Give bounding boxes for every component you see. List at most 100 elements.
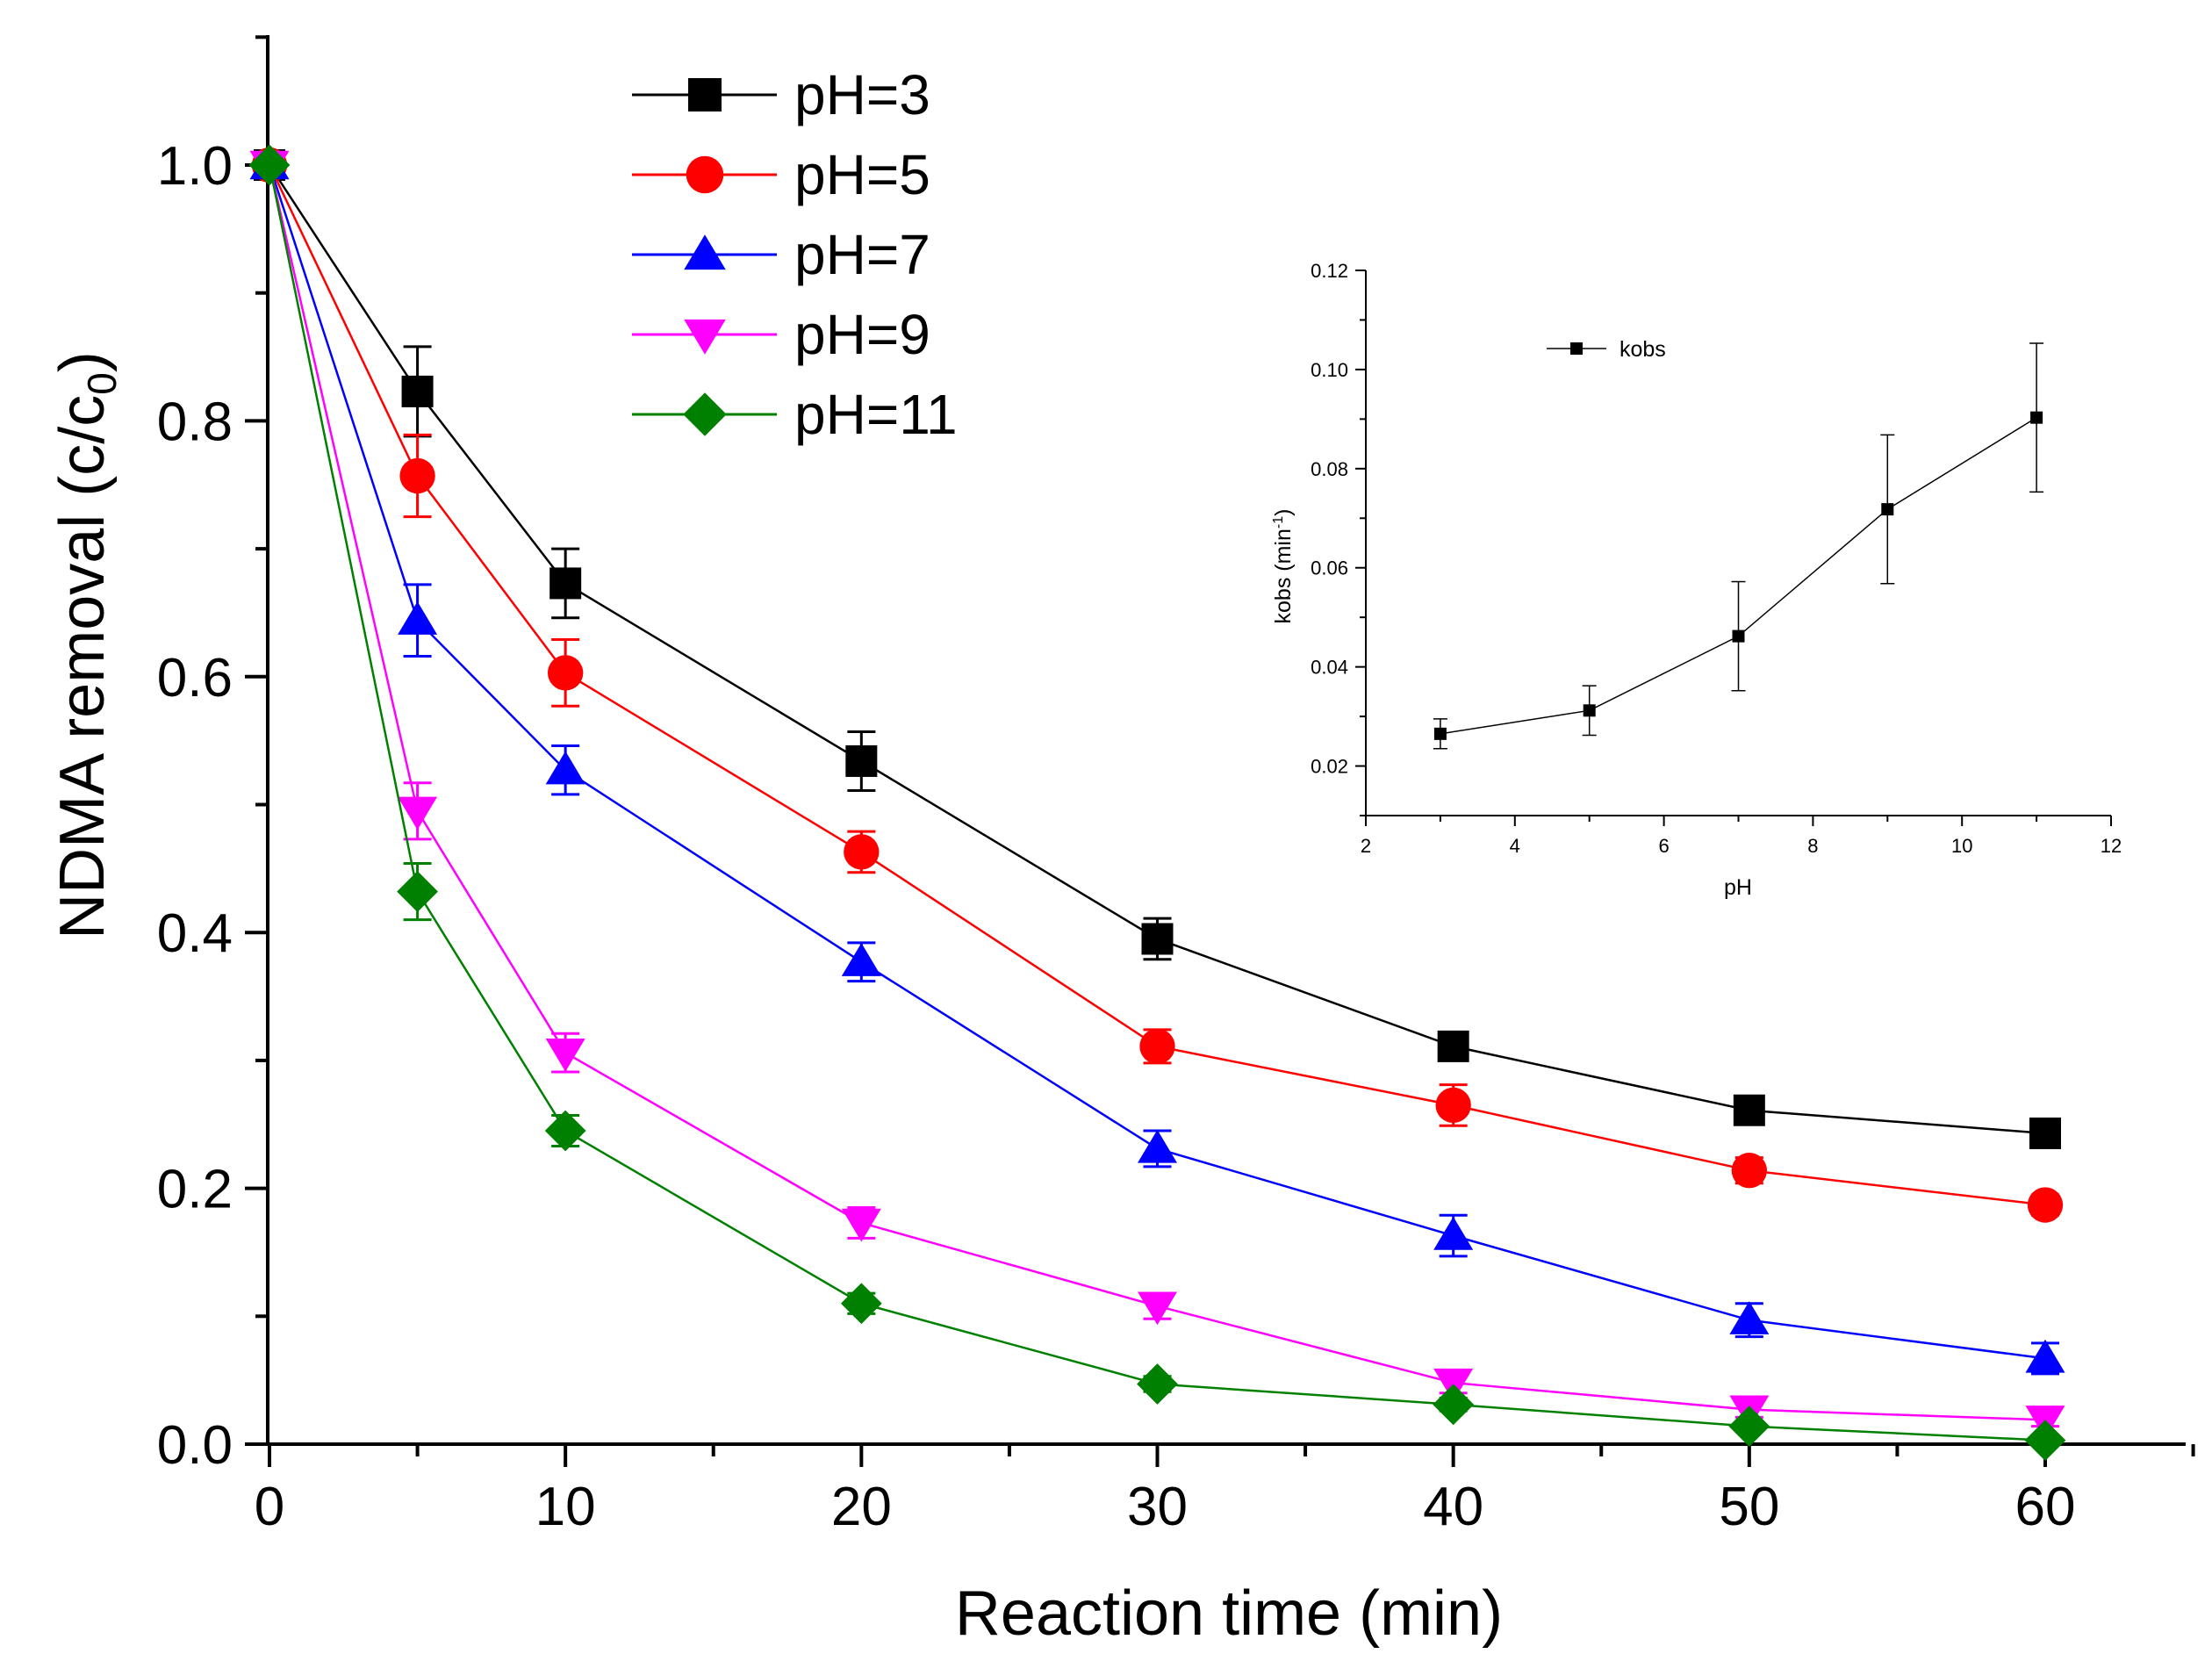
legend: pH=3 pH=5 pH=7 pH=9 pH=11 [632, 63, 958, 446]
inset-x-tick-label: 2 [1361, 835, 1371, 857]
data-point [549, 567, 582, 600]
y-axis-title-close: ) [47, 351, 118, 372]
x-tick-label: 20 [831, 1477, 892, 1537]
inset-y-axis-title: kobs (min-1) [1271, 509, 1296, 624]
y-tick-label: 0.4 [157, 903, 233, 964]
data-point [1435, 1087, 1471, 1124]
data-point [545, 751, 585, 785]
data-point [845, 744, 878, 777]
inset-data-point [1433, 727, 1447, 740]
inset-data-point [2030, 411, 2043, 424]
series-pH=7 [249, 146, 2065, 1376]
legend-marker [683, 392, 727, 436]
y-axis-title: NDMA removal (c/c0) [47, 351, 125, 939]
inset-data-point [1881, 503, 1894, 516]
data-point [398, 796, 438, 830]
data-point [1733, 1094, 1765, 1126]
x-tick-label: 40 [1423, 1477, 1483, 1537]
data-point [1138, 1129, 1177, 1163]
inset-x-tick-label: 4 [1510, 835, 1520, 857]
data-point [841, 1208, 881, 1242]
data-point [1433, 1216, 1474, 1250]
y-tick-label: 0.0 [157, 1415, 233, 1476]
inset-y-tick-label: 0.06 [1311, 557, 1348, 579]
main-chart: 0 10 20 30 40 50 600.00.20.40.60.81.0Reaction … [47, 35, 2195, 1649]
inset-y-axis-title-superscript: -1 [1271, 516, 1286, 528]
legend-label: pH=7 [794, 223, 930, 286]
series-line [268, 164, 2046, 1135]
data-point [1137, 1363, 1178, 1405]
inset-x-tick-label: 12 [2101, 835, 2122, 857]
series-line [268, 164, 2046, 1421]
inset-y-tick-label: 0.02 [1311, 756, 1348, 778]
data-point [399, 457, 435, 494]
data-point [1729, 1301, 1770, 1334]
y-tick-label: 1.0 [157, 136, 233, 197]
legend-marker [686, 155, 724, 194]
inset-y-axis-title-close: ) [1271, 509, 1296, 516]
inset-y-tick-label: 0.08 [1311, 458, 1348, 480]
data-point [2029, 1117, 2061, 1149]
y-axis-title-subscript: 0 [79, 372, 125, 395]
inset-legend-label: kobs [1620, 337, 1666, 362]
data-point [841, 943, 881, 976]
inset-y-tick-label: 0.04 [1311, 657, 1348, 679]
inset-x-tick-label: 8 [1807, 835, 1818, 857]
inset-x-tick-label: 6 [1658, 835, 1669, 857]
inset-x-axis-title: pH [1724, 875, 1752, 900]
data-point [544, 1110, 586, 1152]
data-point [248, 144, 291, 186]
inset-data-point [1583, 704, 1596, 717]
x-tick-label: 10 [535, 1477, 596, 1537]
x-tick-label: 60 [2015, 1477, 2076, 1537]
data-point [844, 834, 880, 870]
inset-data-point [1732, 629, 1745, 643]
data-point [1433, 1384, 1475, 1426]
data-point [398, 601, 438, 635]
data-point [1728, 1406, 1770, 1448]
data-point [1141, 923, 1174, 955]
legend-marker [684, 319, 726, 355]
y-tick-label: 0.6 [157, 648, 233, 708]
x-tick-label: 50 [1719, 1477, 1779, 1537]
data-point [545, 1038, 585, 1072]
data-point [1437, 1030, 1469, 1062]
legend-label: pH=11 [794, 383, 958, 446]
series-line [268, 164, 2046, 1206]
data-point [401, 375, 434, 407]
legend-label: pH=3 [794, 63, 930, 126]
data-point [1139, 1028, 1175, 1065]
x-axis-title: Reaction time (min) [955, 1578, 1503, 1649]
x-tick-label: 30 [1127, 1477, 1188, 1537]
legend-marker [684, 234, 726, 270]
y-tick-label: 0.2 [157, 1160, 233, 1220]
series-line [268, 164, 2046, 1442]
series-pH=3 [254, 149, 2061, 1149]
inset-y-tick-label: 0.12 [1311, 260, 1348, 282]
inset-series-kobs [1433, 342, 2044, 750]
x-tick-label: 0 [255, 1477, 284, 1537]
inset-y-tick-label: 0.10 [1311, 359, 1348, 381]
data-point [548, 655, 584, 691]
data-point [1138, 1291, 1177, 1326]
inset-chart: 2 4 6 8 10 12 0.02 0.04 0.06 0.08 0.10 0.12 pH kobs (… [1271, 260, 2122, 900]
inset-legend: kobs [1547, 337, 1666, 362]
inset-legend-marker [1570, 342, 1583, 355]
legend-label: pH=5 [794, 143, 930, 206]
series-pH=11 [248, 144, 2066, 1462]
y-tick-label: 0.8 [157, 392, 233, 452]
data-point [840, 1283, 882, 1325]
data-point [2025, 1339, 2065, 1373]
legend-marker [688, 78, 722, 111]
y-axis-title-main: NDMA removal (c/c [47, 395, 118, 939]
series-line [268, 164, 2046, 1360]
data-point [2024, 1420, 2066, 1462]
data-point [397, 871, 438, 912]
data-point [1731, 1153, 1767, 1189]
inset-y-axis-title-main: kobs (min [1271, 528, 1296, 623]
legend-label: pH=9 [794, 303, 930, 366]
inset-x-tick-label: 10 [1951, 835, 1972, 857]
data-point [2027, 1187, 2064, 1223]
series-pH=9 [249, 150, 2065, 1439]
